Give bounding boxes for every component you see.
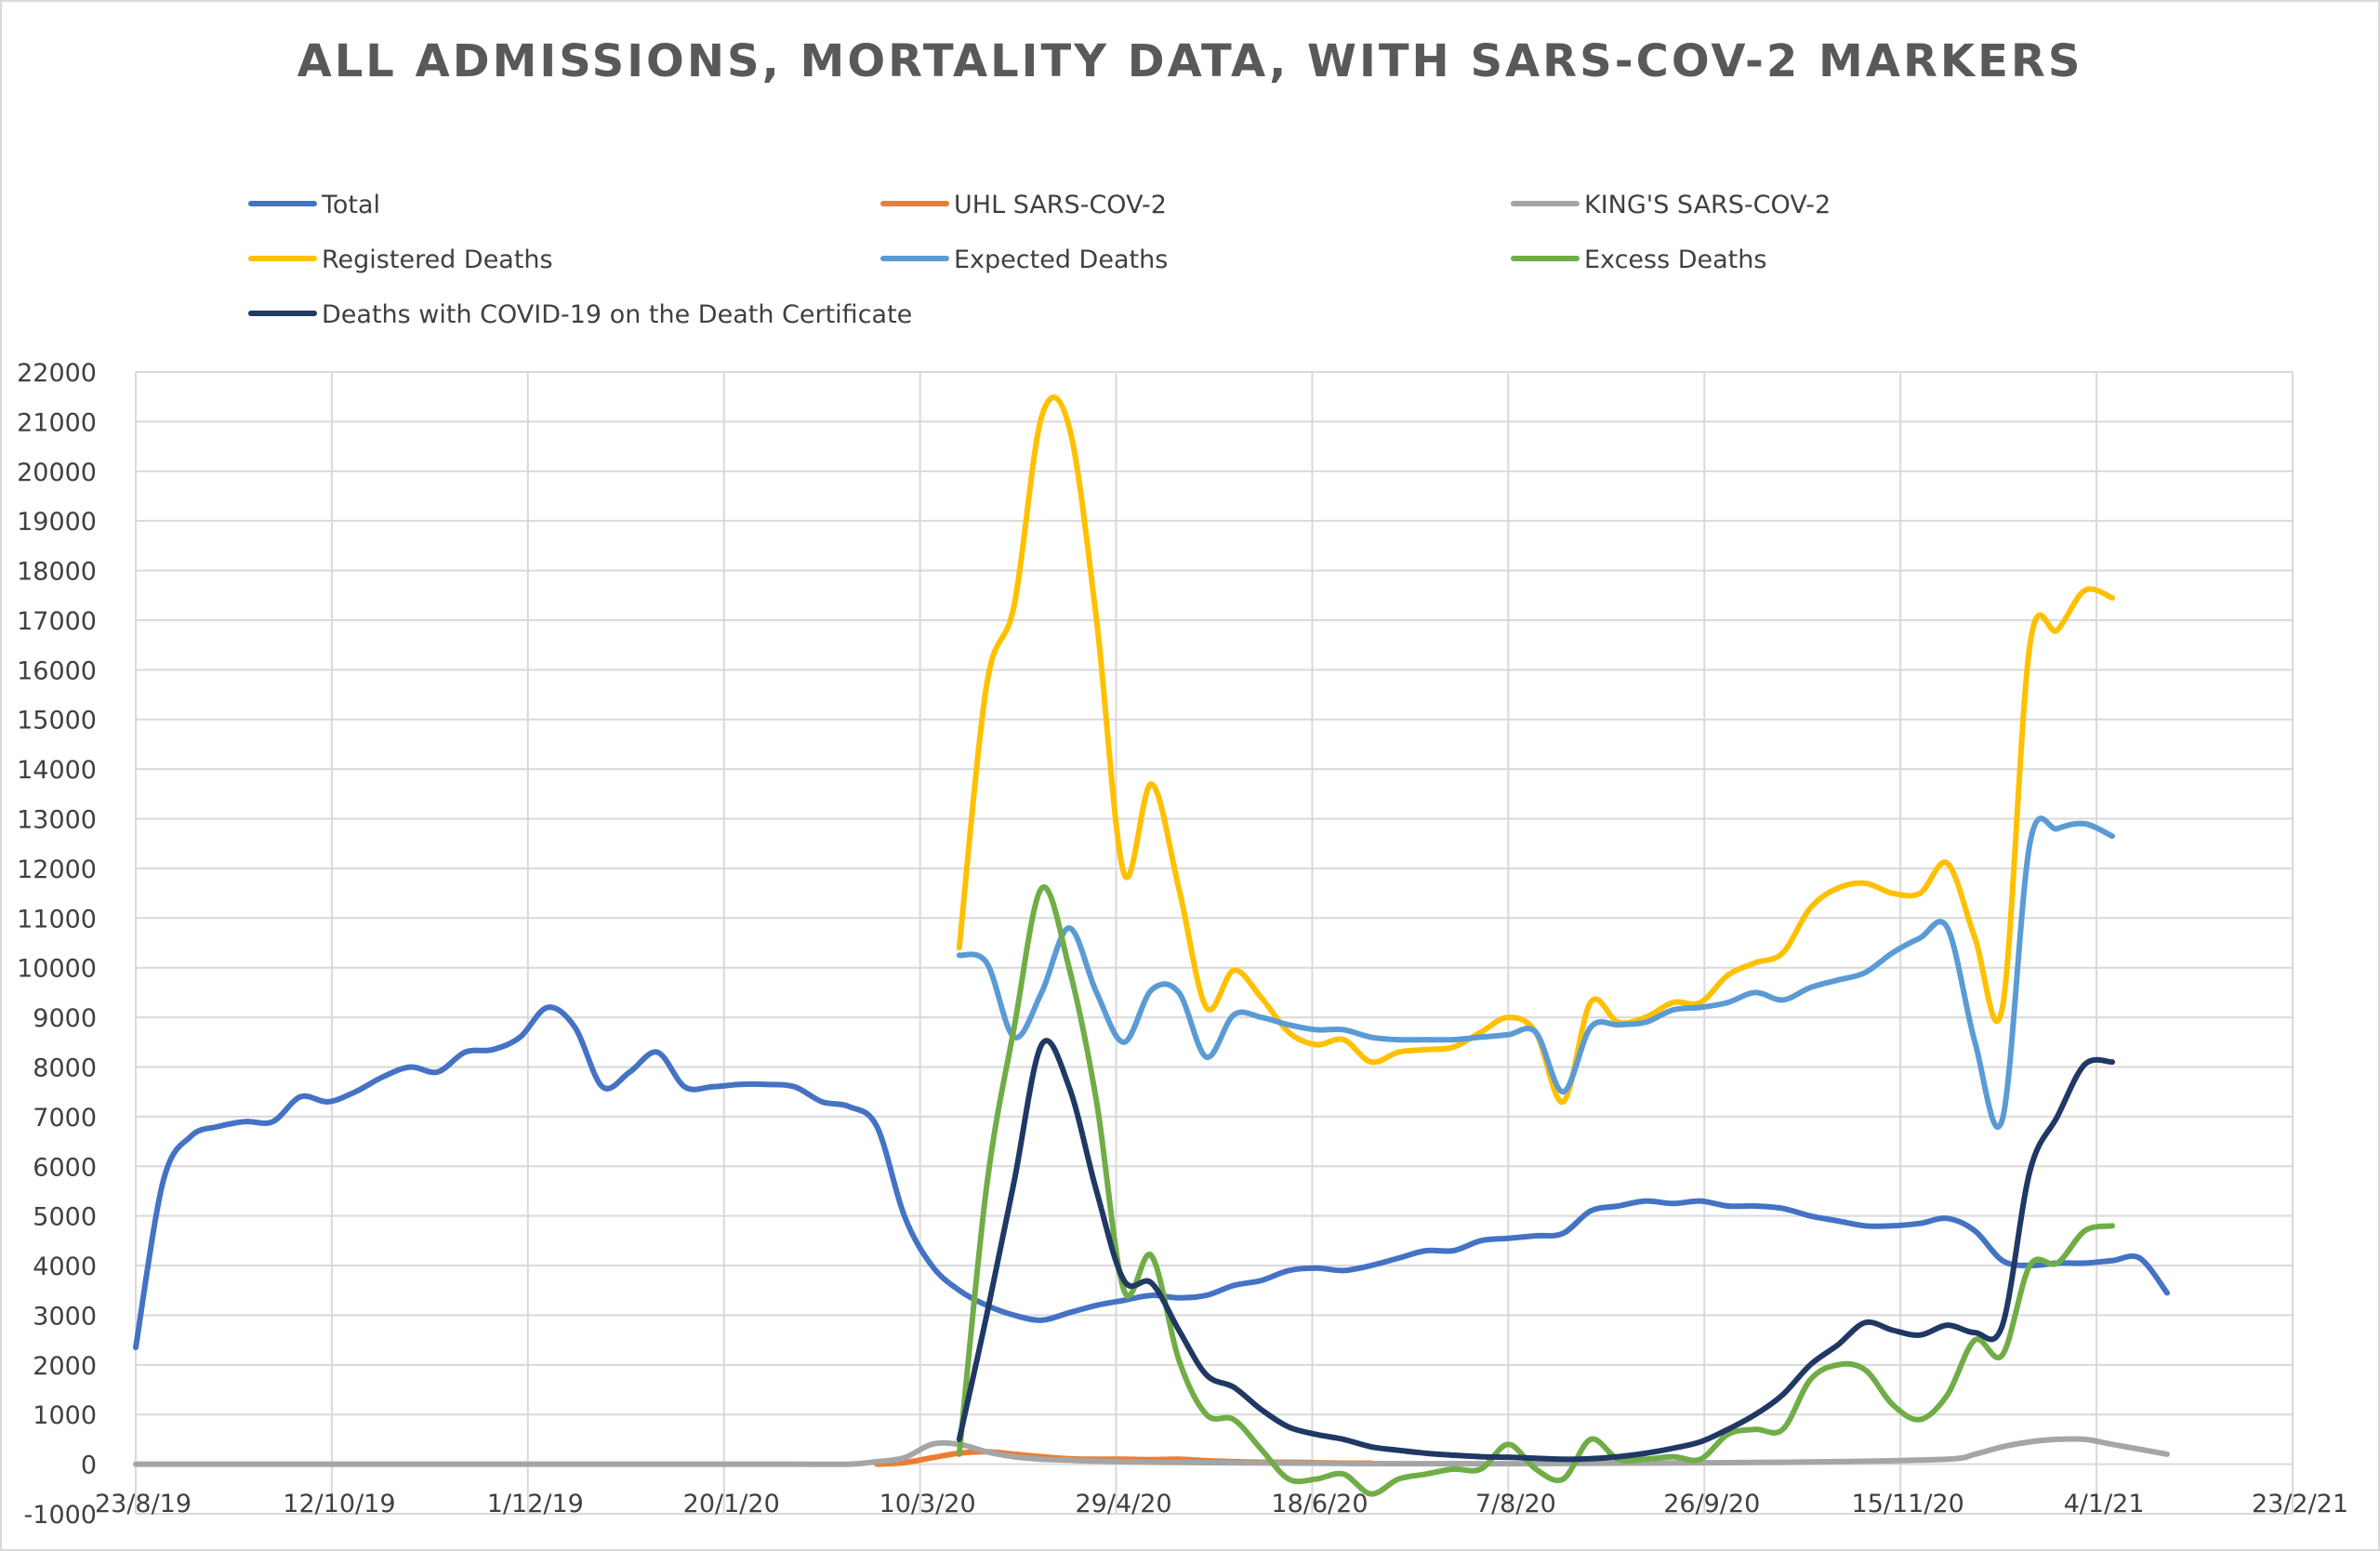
x-tick-label: 20/1/20 (683, 1490, 780, 1518)
legend-label: KING'S SARS-COV-2 (1584, 191, 1831, 219)
y-axis: -1000 0 1000 2000 3000 4000 5000 6000 7000 8000 90… (17, 359, 97, 1530)
series-line-king-s-sars-cov-2 (133, 1436, 2170, 1467)
series-line-total (133, 1004, 2170, 1351)
series-line-expected-deaths (956, 815, 2115, 1131)
legend-item-deaths-with-covid-19-on-the-death-certificate: Deaths with COVID-19 on the Death Certif… (248, 300, 912, 329)
y-tick-label: 21000 (17, 408, 97, 437)
y-tick-label: 3000 (33, 1302, 97, 1331)
legend-label: Deaths with COVID-19 on the Death Certif… (322, 300, 912, 329)
x-tick-label: 12/10/19 (283, 1490, 395, 1518)
y-tick-label: 7000 (33, 1104, 97, 1133)
y-tick-label: 16000 (17, 656, 97, 685)
chart-title: ALL ADMISSIONS, MORTALITY DATA, WITH SAR… (298, 35, 2083, 87)
legend-item-excess-deaths: Excess Deaths (1511, 245, 1766, 274)
series-line-deaths-with-covid-19-on-the-death-certificate (956, 1038, 2115, 1463)
y-tick-label: 9000 (33, 1004, 97, 1033)
x-tick-label: 1/12/19 (487, 1490, 584, 1518)
y-tick-label: 14000 (17, 756, 97, 785)
legend-item-registered-deaths: Registered Deaths (248, 245, 553, 274)
legend-item-expected-deaths: Expected Deaths (880, 245, 1168, 274)
y-tick-label: 19000 (17, 508, 97, 537)
y-tick-label: 4000 (33, 1253, 97, 1281)
x-tick-label: 23/2/21 (2252, 1490, 2348, 1518)
y-tick-label: 11000 (17, 905, 97, 934)
y-tick-label: 15000 (17, 707, 97, 736)
x-tick-label: 10/3/20 (879, 1490, 976, 1518)
y-tick-label: 6000 (33, 1153, 97, 1182)
x-tick-label: 18/6/20 (1271, 1490, 1368, 1518)
legend-label: Excess Deaths (1584, 245, 1766, 274)
x-tick-label: 7/8/20 (1475, 1490, 1556, 1518)
y-tick-label: 17000 (17, 607, 97, 636)
legend-item-total: Total (248, 191, 380, 219)
x-tick-label: 26/9/20 (1663, 1490, 1760, 1518)
x-tick-label: 29/4/20 (1075, 1490, 1171, 1518)
x-tick-label: 23/8/19 (95, 1490, 192, 1518)
x-axis: 23/8/19 12/10/19 1/12/19 20/1/20 10/3/20 29/4… (95, 1490, 2348, 1518)
y-tick-label: 8000 (33, 1054, 97, 1082)
legend-label: Expected Deaths (954, 245, 1168, 274)
grid (135, 371, 2294, 1515)
legend-label: Total (321, 191, 380, 219)
legend-label: Registered Deaths (322, 245, 553, 274)
plot-area (133, 394, 2170, 1497)
y-tick-label: 2000 (33, 1352, 97, 1381)
legend-item-uhl-sars-cov-2: UHL SARS-COV-2 (880, 191, 1167, 219)
y-tick-label: -1000 (24, 1501, 97, 1530)
legend-item-king-s-sars-cov-2: KING'S SARS-COV-2 (1511, 191, 1831, 219)
y-tick-label: 0 (81, 1452, 97, 1480)
series-line-excess-deaths (956, 884, 2115, 1497)
y-tick-label: 10000 (17, 955, 97, 984)
y-tick-label: 1000 (33, 1401, 97, 1430)
y-tick-label: 13000 (17, 806, 97, 835)
x-tick-label: 15/11/20 (1852, 1490, 1964, 1518)
y-tick-label: 12000 (17, 855, 97, 884)
legend-label: UHL SARS-COV-2 (954, 191, 1167, 219)
x-tick-label: 4/1/21 (2064, 1490, 2145, 1518)
y-tick-label: 5000 (33, 1203, 97, 1232)
legend: Total UHL SARS-COV-2 KING'S SARS-COV-2 Regi… (248, 191, 1831, 329)
y-tick-label: 22000 (17, 359, 97, 388)
y-tick-label: 20000 (17, 458, 97, 487)
series-line-registered-deaths (956, 394, 2115, 1105)
y-tick-label: 18000 (17, 558, 97, 587)
